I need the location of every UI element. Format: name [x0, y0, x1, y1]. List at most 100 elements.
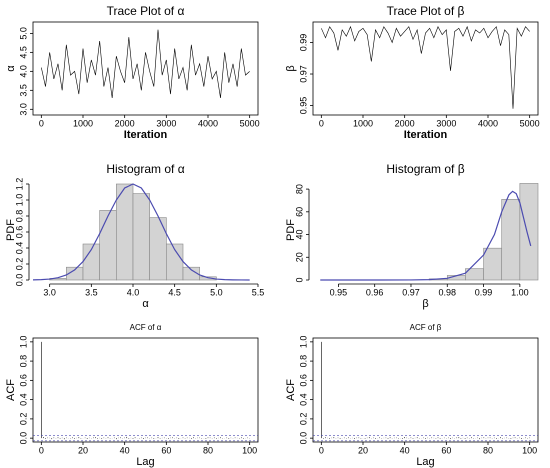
y-tick-label: 0.6 — [14, 226, 24, 239]
x-axis-label: Iteration — [124, 129, 168, 141]
plot-frame — [32, 21, 259, 116]
x-axis-label: β — [422, 298, 428, 310]
x-tick-label: 0.97 — [402, 287, 420, 297]
x-tick-label: 0.99 — [475, 287, 493, 297]
histogram-bar — [519, 183, 539, 281]
x-tick-label: 5.0 — [210, 287, 223, 297]
x-axis-label: Lag — [416, 456, 434, 468]
y-tick-label: 1.0 — [14, 194, 24, 207]
x-tick-label: 0.98 — [439, 287, 457, 297]
histogram-bar — [116, 183, 134, 281]
histogram-bar — [483, 247, 503, 281]
y-axis-label: β — [285, 65, 297, 71]
y-tick-label: 0.4 — [298, 393, 308, 406]
x-tick-label: 60 — [441, 445, 451, 455]
y-tick-label: 0.6 — [298, 374, 308, 387]
y-tick-label: 3.5 — [18, 84, 28, 97]
x-tick-label: 3.5 — [85, 287, 98, 297]
y-tick-label: 0.0 — [298, 432, 308, 445]
x-tick-label: 5.5 — [252, 287, 265, 297]
x-tick-label: 60 — [161, 445, 171, 455]
histogram-bar — [182, 266, 200, 281]
x-tick-label: 20 — [78, 445, 88, 455]
x-tick-label: 3000 — [156, 118, 176, 128]
panel-title: ACF of β — [410, 323, 442, 332]
y-tick-label: 1.0 — [298, 336, 308, 349]
y-axis-label: ACF — [285, 379, 297, 401]
x-tick-label: 5000 — [520, 118, 540, 128]
y-axis-label: ACF — [5, 379, 17, 401]
y-axis-label: α — [5, 65, 17, 72]
y-tick-label: 4.5 — [18, 46, 28, 59]
y-tick-label: 0.97 — [298, 65, 308, 83]
y-tick-label: 60 — [294, 207, 304, 217]
x-tick-label: 3000 — [436, 118, 456, 128]
x-tick-label: 4.0 — [127, 287, 140, 297]
histogram-bar — [99, 210, 117, 281]
x-tick-label: 0.96 — [366, 287, 384, 297]
y-tick-label: 3.0 — [18, 103, 28, 116]
x-axis-label: Lag — [136, 456, 154, 468]
x-tick-label: 20 — [358, 445, 368, 455]
y-tick-label: 80 — [294, 184, 304, 194]
y-tick-label: 0.4 — [18, 393, 28, 406]
panel-title: ACF of α — [130, 323, 162, 332]
y-tick-label: 0.2 — [14, 258, 24, 271]
panel-title: Trace Plot of β — [387, 4, 465, 18]
x-tick-label: 2000 — [395, 118, 415, 128]
y-tick-label: 20 — [294, 252, 304, 262]
plot-frame — [312, 337, 539, 443]
x-tick-label: 0 — [319, 118, 324, 128]
panel-title: Histogram of β — [386, 162, 464, 176]
y-tick-label: 0.99 — [298, 34, 308, 52]
density-curve — [32, 183, 250, 281]
plot-frame — [312, 21, 539, 116]
histogram-bar — [132, 193, 150, 281]
y-tick-label: 0.0 — [14, 274, 24, 287]
y-axis-label: PDF — [285, 219, 297, 241]
y-tick-label: 40 — [294, 230, 304, 240]
y-tick-label: 5.0 — [18, 27, 28, 40]
y-tick-label: 0.2 — [298, 413, 308, 426]
x-tick-label: 2000 — [115, 118, 135, 128]
x-tick-label: 1000 — [353, 118, 373, 128]
panel-title: Trace Plot of α — [107, 4, 185, 18]
x-axis-label: Iteration — [404, 129, 448, 141]
y-tick-label: 0.4 — [14, 242, 24, 255]
x-tick-label: 0 — [39, 118, 44, 128]
y-tick-label: 0 — [294, 277, 304, 282]
panel-title: Histogram of α — [106, 162, 184, 176]
x-tick-label: 80 — [203, 445, 213, 455]
y-tick-label: 1.0 — [18, 336, 28, 349]
x-tick-label: 100 — [242, 445, 257, 455]
x-tick-label: 80 — [483, 445, 493, 455]
x-tick-label: 1000 — [73, 118, 93, 128]
y-tick-label: 0.0 — [18, 432, 28, 445]
trace-line — [321, 25, 530, 109]
x-tick-label: 3.0 — [43, 287, 56, 297]
y-tick-label: 0.8 — [14, 210, 24, 223]
x-tick-label: 5000 — [240, 118, 260, 128]
y-tick-label: 4.0 — [18, 65, 28, 78]
y-tick-label: 0.8 — [18, 355, 28, 368]
x-tick-label: 40 — [400, 445, 410, 455]
x-tick-label: 40 — [120, 445, 130, 455]
histogram-bar — [199, 276, 217, 281]
x-tick-label: 0 — [319, 445, 324, 455]
trace-line — [41, 29, 250, 98]
x-tick-label: 4.5 — [168, 287, 181, 297]
histogram-bar — [501, 199, 521, 281]
x-tick-label: 4000 — [198, 118, 218, 128]
x-tick-label: 100 — [522, 445, 537, 455]
plot-frame — [32, 337, 259, 443]
x-tick-label: 0 — [39, 445, 44, 455]
y-axis-label: PDF — [5, 219, 17, 241]
y-tick-label: 0.95 — [298, 97, 308, 115]
y-tick-label: 1.2 — [14, 178, 24, 191]
x-tick-label: 4000 — [478, 118, 498, 128]
x-tick-label: 1.00 — [511, 287, 529, 297]
density-curve — [320, 190, 532, 281]
y-tick-label: 0.6 — [18, 374, 28, 387]
x-tick-label: 0.95 — [330, 287, 348, 297]
